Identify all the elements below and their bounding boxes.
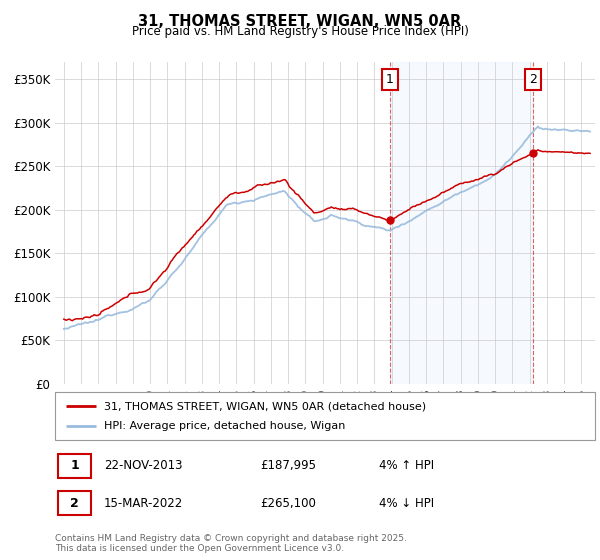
Text: £265,100: £265,100 xyxy=(260,497,316,510)
FancyBboxPatch shape xyxy=(55,392,595,440)
Text: 2: 2 xyxy=(529,73,537,86)
Text: 4% ↓ HPI: 4% ↓ HPI xyxy=(379,497,434,510)
Text: HPI: Average price, detached house, Wigan: HPI: Average price, detached house, Wiga… xyxy=(104,421,345,431)
Text: 22-NOV-2013: 22-NOV-2013 xyxy=(104,459,182,473)
Text: £187,995: £187,995 xyxy=(260,459,316,473)
Text: 15-MAR-2022: 15-MAR-2022 xyxy=(104,497,183,510)
Text: 31, THOMAS STREET, WIGAN, WN5 0AR: 31, THOMAS STREET, WIGAN, WN5 0AR xyxy=(139,14,461,29)
Text: Price paid vs. HM Land Registry's House Price Index (HPI): Price paid vs. HM Land Registry's House … xyxy=(131,25,469,38)
Text: Contains HM Land Registry data © Crown copyright and database right 2025.
This d: Contains HM Land Registry data © Crown c… xyxy=(55,534,407,553)
FancyBboxPatch shape xyxy=(58,454,91,478)
Text: 1: 1 xyxy=(386,73,394,86)
Text: 4% ↑ HPI: 4% ↑ HPI xyxy=(379,459,434,473)
Text: 31, THOMAS STREET, WIGAN, WN5 0AR (detached house): 31, THOMAS STREET, WIGAN, WN5 0AR (detac… xyxy=(104,402,426,411)
Bar xyxy=(390,62,533,384)
Text: 2: 2 xyxy=(70,497,79,510)
Text: 1: 1 xyxy=(70,459,79,473)
FancyBboxPatch shape xyxy=(58,491,91,515)
